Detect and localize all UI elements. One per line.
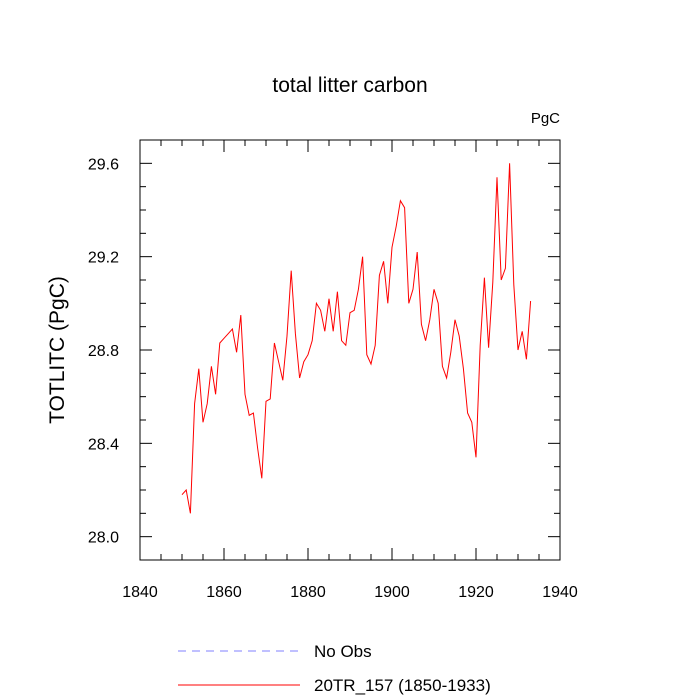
x-tick-label: 1920 [458,584,494,601]
y-tick-label: 29.6 [88,156,119,173]
plot-frame [139,139,561,561]
units-label: PgC [531,110,560,127]
legend-label: No Obs [314,642,372,661]
plot-area [181,163,532,514]
y-tick-label: 28.8 [88,343,119,360]
y-tick-label: 29.2 [88,250,119,267]
legend-label: 20TR_157 (1850-1933) [314,676,491,695]
series-line [181,163,532,514]
x-tick-label: 1900 [374,584,410,601]
x-tick-label: 1860 [206,584,242,601]
chart-title: total litter carbon [272,74,427,97]
axes: 1840 1860 1880 1900 1920 1940 28.0 28.4 28.8 29.2… [88,139,578,601]
x-tick-label: 1940 [542,584,578,601]
y-tick-label: 28.4 [88,436,119,453]
y-tick-label: 28.0 [88,530,119,547]
y-axis-label: TOTLITC (PgC) [46,276,69,424]
legend: No Obs 20TR_157 (1850-1933) [178,642,491,695]
x-tick-label: 1880 [290,584,326,601]
x-tick-label: 1840 [122,584,158,601]
